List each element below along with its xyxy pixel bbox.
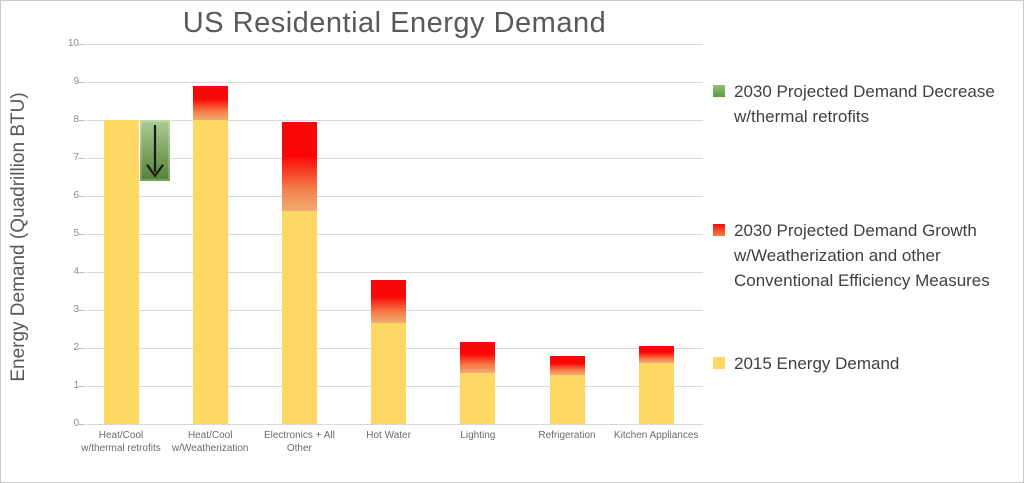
- legend-swatch-icon: [713, 85, 725, 97]
- y-tick-label: 10: [67, 38, 79, 49]
- x-tick-label: Refrigeration: [538, 430, 596, 441]
- bar-segment-2015-demand: [103, 120, 139, 424]
- y-tick-label: 9: [73, 76, 79, 87]
- bar-segment-2015-demand: [192, 120, 228, 424]
- x-tick-label: Kitchen Appliances: [613, 430, 699, 441]
- legend-swatch-icon: [713, 224, 725, 236]
- y-tick-label: 7: [73, 152, 79, 163]
- bar-segment-2015-demand: [281, 211, 317, 424]
- down-arrow-icon: [145, 124, 164, 178]
- y-tick-label: 3: [73, 304, 79, 315]
- bar-segment-2015-demand: [549, 374, 585, 424]
- legend-label: 2015 Energy Demand: [734, 354, 900, 373]
- x-tick-label: Hot Water: [366, 430, 411, 441]
- y-tickmark: [78, 271, 85, 273]
- y-tickmark: [78, 157, 85, 159]
- chart-title: US Residential Energy Demand: [182, 7, 607, 39]
- y-tick-label: 8: [73, 114, 79, 125]
- legend-item: 2030 Projected Demand Growth w/Weatheriza…: [713, 218, 1015, 293]
- y-tick-label: 2: [73, 342, 79, 353]
- legend-label: 2030 Projected Demand Decrease w/thermal …: [734, 82, 995, 126]
- gridline: [86, 119, 703, 121]
- gridline: [86, 81, 703, 83]
- legend-item: 2030 Projected Demand Decrease w/thermal …: [713, 79, 1015, 129]
- x-tick-label: Heat/Cool w/Weatherization: [171, 430, 249, 454]
- bar-segment-2030-growth: [638, 346, 674, 364]
- y-tick-label: 4: [73, 266, 79, 277]
- y-tickmark: [78, 195, 85, 197]
- plot-area: [78, 43, 703, 425]
- demand-decrease-annotation-box: [139, 120, 170, 181]
- bar-segment-2030-growth: [371, 279, 407, 324]
- y-tick-label: 0: [73, 418, 79, 429]
- legend-item: 2015 Energy Demand: [713, 351, 1015, 376]
- x-tick-label: Heat/Cool w/thermal retrofits: [81, 430, 161, 454]
- bar-segment-2030-growth: [281, 121, 317, 212]
- y-tick-label: 6: [73, 190, 79, 201]
- x-tick-label: Electronics + All Other: [263, 430, 335, 454]
- gridline: [86, 423, 703, 425]
- legend-swatch-icon: [713, 357, 725, 369]
- bar-segment-2015-demand: [460, 372, 496, 424]
- y-tickmark: [78, 233, 85, 235]
- bar-segment-2015-demand: [371, 323, 407, 424]
- y-tick-label: 5: [73, 228, 79, 239]
- bar-segment-2030-growth: [460, 342, 496, 373]
- y-tickmark: [78, 119, 85, 121]
- gridline: [86, 233, 703, 235]
- legend-label: 2030 Projected Demand Growth w/Weatheriza…: [734, 221, 990, 290]
- bar-segment-2030-growth: [192, 85, 228, 120]
- x-tick-label: Lighting: [460, 430, 496, 441]
- y-tick-label: 1: [73, 380, 79, 391]
- y-tickmark: [78, 385, 85, 387]
- bar-segment-2015-demand: [638, 363, 674, 424]
- y-tickmark: [78, 81, 85, 83]
- y-tickmark: [78, 43, 85, 45]
- y-tickmark: [78, 423, 85, 425]
- gridline: [86, 271, 703, 273]
- gridline: [86, 195, 703, 197]
- bar-segment-2030-growth: [549, 355, 585, 375]
- gridline: [86, 157, 703, 159]
- y-tickmark: [78, 309, 85, 311]
- y-tickmark: [78, 347, 85, 349]
- gridline: [86, 43, 703, 45]
